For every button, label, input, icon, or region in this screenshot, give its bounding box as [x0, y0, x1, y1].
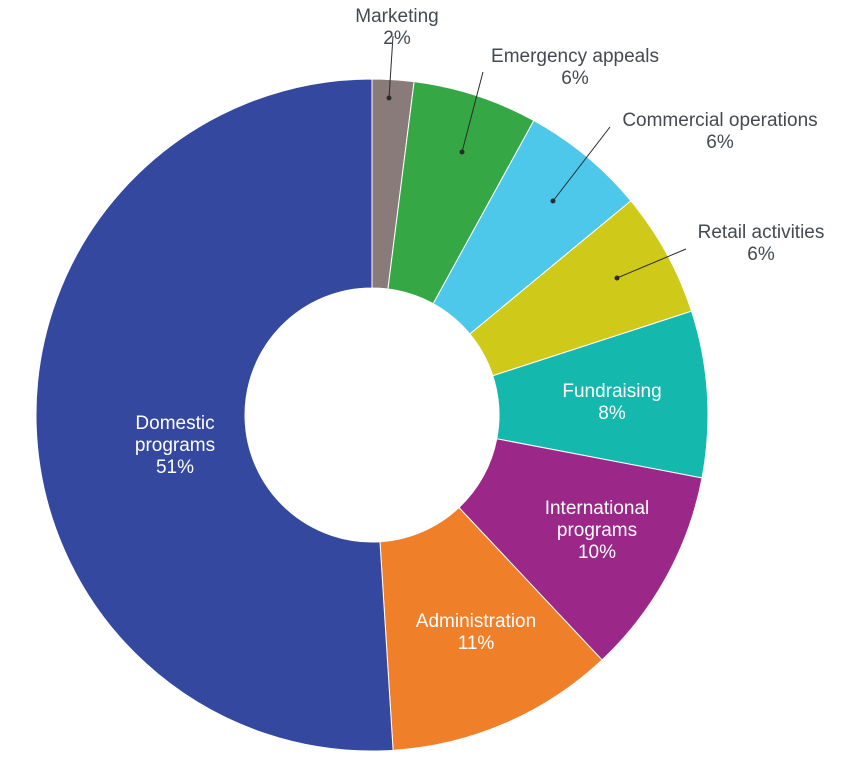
leader-dot-emergency-appeals: [459, 149, 465, 155]
leader-line-marketing: [388, 35, 394, 99]
slice-name-label: programs: [135, 435, 215, 456]
slice-value-label: 51%: [156, 457, 194, 478]
slice-value-label: 6%: [561, 68, 589, 89]
slice-international-programs: [458, 438, 703, 661]
slice-label-administration: Administration 11%: [416, 611, 536, 654]
slice-label-domestic-programs: Domestic programs 51%: [135, 413, 215, 478]
slice-value-label: 11%: [458, 633, 495, 654]
slice-name-label: Commercial operations: [622, 110, 817, 131]
slice-name-label: Emergency appeals: [491, 46, 659, 67]
labels-group: Marketing 2%Emergency appeals 6%Commercial…: [135, 6, 824, 654]
slice-value-label: 2%: [383, 28, 411, 49]
slice-name-label: Fundraising: [562, 381, 661, 402]
slice-fundraising: [492, 310, 709, 479]
leader-line-retail-activities: [616, 248, 687, 279]
slice-label-international-programs: International programs 10%: [545, 498, 650, 563]
slice-name-label: Administration: [416, 611, 536, 632]
slice-value-label: 10%: [578, 542, 616, 563]
slice-label-emergency-appeals: Emergency appeals 6%: [491, 46, 659, 89]
slice-name-label: Marketing: [355, 6, 438, 27]
slice-label-commercial-operations: Commercial operations 6%: [622, 110, 817, 153]
slice-value-label: 6%: [706, 132, 734, 153]
slice-administration: [379, 506, 603, 751]
leader-lines-group: [386, 35, 687, 281]
leader-line-commercial-operations: [552, 126, 611, 202]
slice-domestic-programs: [35, 78, 394, 752]
leader-dot-commercial-operations: [550, 198, 556, 204]
slice-value-label: 6%: [747, 244, 775, 265]
slice-name-label: programs: [557, 520, 637, 541]
slice-label-retail-activities: Retail activities 6%: [698, 222, 825, 265]
leader-dot-marketing: [386, 95, 392, 101]
slice-value-label: 8%: [598, 403, 626, 424]
leader-dot-retail-activities: [614, 275, 620, 281]
slice-name-label: Domestic: [135, 413, 214, 434]
slices-group: [35, 78, 709, 752]
slice-label-fundraising: Fundraising 8%: [562, 381, 661, 424]
leader-line-emergency-appeals: [461, 71, 484, 153]
slice-label-marketing: Marketing 2%: [355, 6, 438, 49]
slice-name-label: International: [545, 498, 650, 519]
slice-name-label: Retail activities: [698, 222, 825, 243]
